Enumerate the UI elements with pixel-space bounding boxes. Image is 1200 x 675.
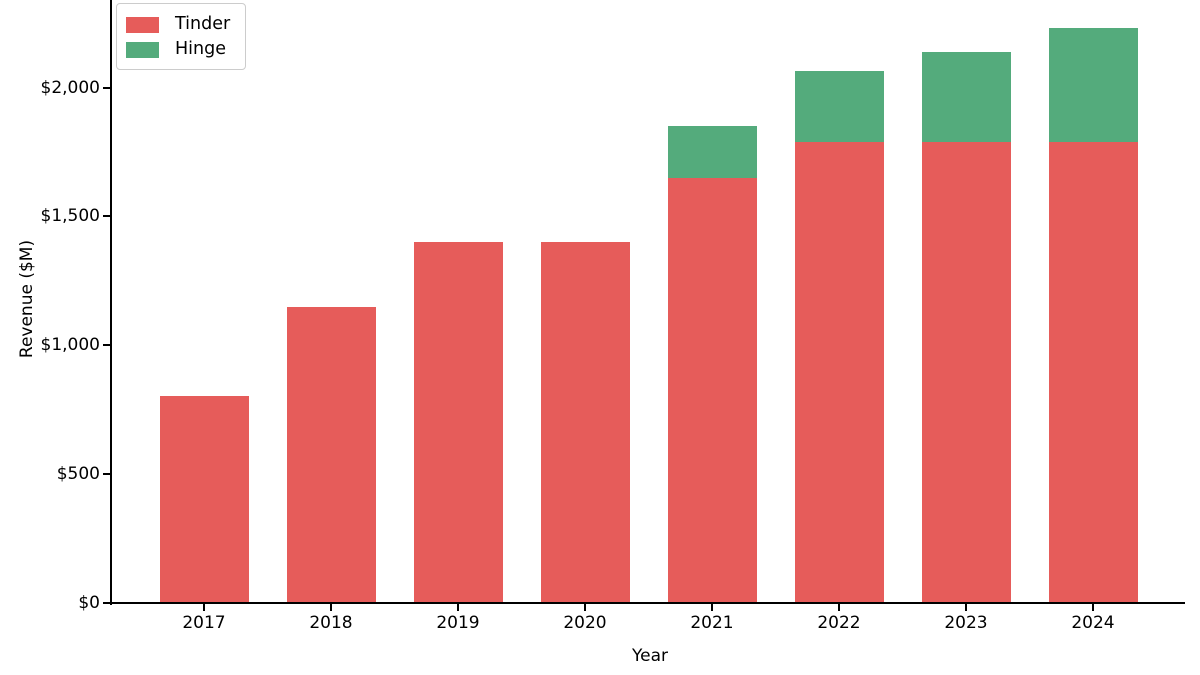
y-tick-label: $0: [78, 593, 100, 613]
x-axis-spine: [110, 602, 1185, 604]
x-tick-label: 2021: [690, 613, 734, 633]
x-tick-mark: [584, 604, 586, 611]
legend-label-tinder: Tinder: [175, 14, 231, 34]
x-tick-label: 2017: [182, 613, 226, 633]
x-tick-label: 2024: [1071, 613, 1115, 633]
bar-segment-hinge-2022: [794, 70, 884, 142]
x-tick-mark: [203, 604, 205, 611]
bar-segment-tinder-2018: [286, 306, 376, 603]
y-tick-mark: [103, 86, 110, 89]
bar-segment-hinge-2024: [1048, 28, 1138, 142]
legend: Tinder Hinge: [116, 3, 247, 70]
bar-segment-tinder-2022: [794, 141, 884, 603]
x-tick-mark: [330, 604, 332, 611]
x-tick-label: 2020: [563, 613, 607, 633]
x-tick-mark: [457, 604, 459, 611]
legend-item-hinge: Hinge: [126, 40, 236, 59]
legend-item-tinder: Tinder: [126, 15, 236, 34]
x-tick-mark: [711, 604, 713, 611]
legend-label-hinge: Hinge: [175, 39, 226, 59]
x-tick-label: 2019: [436, 613, 480, 633]
y-tick-mark: [103, 602, 110, 604]
x-tick-label: 2018: [309, 613, 353, 633]
bar-segment-hinge-2021: [667, 126, 757, 178]
bar-segment-tinder-2019: [413, 242, 503, 603]
bar-segment-tinder-2020: [540, 242, 630, 603]
x-tick-mark: [965, 604, 967, 611]
y-tick-label: $1,500: [40, 206, 100, 227]
y-tick-label: $500: [56, 464, 100, 485]
y-axis-title: Revenue ($M): [17, 239, 37, 359]
y-tick-mark: [103, 344, 110, 347]
x-tick-label: 2022: [817, 613, 861, 633]
legend-swatch-hinge: [126, 41, 159, 58]
bar-segment-hinge-2023: [921, 51, 1011, 142]
y-tick-label: $1,000: [40, 335, 100, 356]
x-tick-label: 2023: [944, 613, 988, 633]
x-tick-mark: [1092, 604, 1094, 611]
x-tick-mark: [838, 604, 840, 611]
y-tick-label: $2,000: [40, 77, 100, 98]
y-tick-mark: [103, 215, 110, 218]
y-axis-spine: [110, 0, 112, 605]
bar-segment-tinder-2023: [921, 141, 1011, 603]
y-tick-mark: [103, 473, 110, 476]
bar-segment-tinder-2017: [159, 395, 249, 603]
legend-swatch-tinder: [126, 16, 159, 33]
x-axis-title: Year: [632, 646, 668, 666]
bar-segment-tinder-2024: [1048, 141, 1138, 603]
bar-segment-tinder-2021: [667, 177, 757, 603]
